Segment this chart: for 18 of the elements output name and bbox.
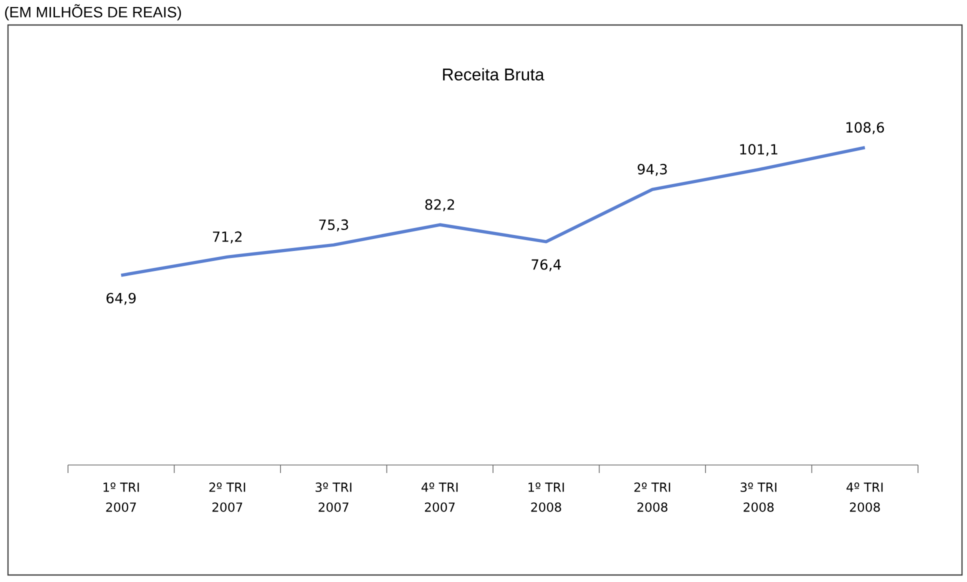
x-tick-label: 2º TRI 2008	[634, 482, 670, 512]
x-tick-label: 2º TRI 2007	[209, 482, 246, 512]
x-tick-label: 1º TRI 2008	[528, 482, 564, 512]
chart-title: Receita Bruta	[443, 68, 544, 81]
data-label: 94,3	[638, 164, 667, 176]
text: (EM MILHÕES DE REAIS)	[5, 4, 181, 20]
x-tick-label: 3º TRI 2008	[740, 482, 776, 512]
data-label: 64,9	[106, 292, 136, 305]
data-label: 108,6	[846, 122, 884, 134]
data-label: 76,4	[532, 259, 561, 272]
x-tick-label: 4º TRI 2008	[846, 482, 883, 512]
x-tick-label: 4º TRI 2007	[422, 482, 458, 512]
data-label: 82,2	[425, 199, 454, 212]
x-tick-label: 1º TRI 2007	[104, 482, 139, 512]
data-label: 75,3	[319, 219, 348, 232]
data-label: 71,2	[212, 231, 242, 244]
x-tick-label: 3º TRI 2007	[316, 482, 352, 512]
data-label: 101,1	[740, 144, 778, 156]
